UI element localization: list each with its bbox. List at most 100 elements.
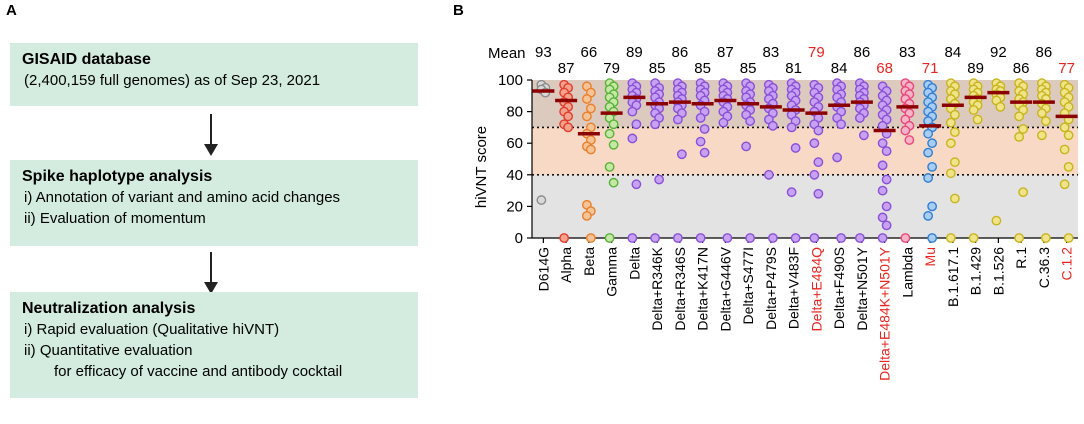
data-point	[945, 117, 956, 128]
data-point	[809, 169, 820, 180]
data-point	[881, 220, 892, 231]
spike-box: Spike haplotype analysis i) Annotation o…	[10, 160, 418, 246]
gisaid-title: GISAID database	[22, 51, 151, 68]
y-tick-label: 40	[506, 167, 523, 184]
data-point	[877, 212, 888, 223]
data-point	[699, 124, 710, 134]
data-point	[813, 157, 824, 168]
data-point	[949, 127, 960, 138]
x-tick-label: Delta+F490S	[831, 247, 847, 329]
mean-value-label: 85	[694, 60, 711, 77]
spike-line-1: i) Annotation of variant and amino acid …	[24, 189, 341, 206]
data-point	[608, 139, 619, 150]
score-band	[532, 174, 1078, 238]
mean-value-label: 83	[899, 44, 916, 61]
data-point	[585, 233, 596, 243]
data-point	[881, 201, 892, 212]
data-point	[904, 135, 915, 145]
data-point	[949, 193, 960, 204]
data-point	[809, 138, 820, 149]
data-point	[1059, 179, 1070, 190]
data-point	[877, 120, 888, 131]
neutralization-line-3: for efficacy of vaccine and antibody coc…	[54, 363, 343, 380]
x-tick-label: B.1.617.1	[945, 247, 961, 307]
data-point	[927, 161, 938, 172]
mean-value-label: 79	[603, 60, 620, 77]
mean-value-label: 84	[831, 60, 848, 77]
data-point	[877, 160, 888, 171]
mean-value-label: 66	[581, 44, 598, 61]
data-point	[563, 111, 574, 122]
x-tick-label: Delta+R346K	[649, 246, 665, 330]
data-point	[1040, 233, 1051, 243]
data-point	[1063, 233, 1074, 243]
x-tick-label: Delta+S477I	[740, 247, 756, 324]
mean-value-label: 68	[876, 60, 893, 77]
data-point	[604, 161, 615, 172]
data-point	[695, 233, 706, 243]
x-tick-label: R.1	[1013, 247, 1029, 269]
x-tick-label: Delta+N501Y	[854, 246, 870, 330]
data-point	[1018, 187, 1029, 198]
mean-label: Mean	[488, 45, 526, 62]
mean-value-label: 77	[1058, 60, 1075, 77]
mean-value-label: 79	[808, 44, 825, 61]
mean-value-label: 84	[945, 44, 962, 61]
x-tick-label: Delta+K417N	[695, 247, 711, 331]
data-point	[854, 233, 865, 243]
data-point	[813, 188, 824, 199]
data-point	[949, 109, 960, 120]
data-point	[968, 105, 979, 115]
data-point	[581, 94, 592, 104]
x-tick-label: Alpha	[558, 247, 574, 283]
data-point	[949, 157, 960, 168]
data-point	[1014, 131, 1025, 142]
data-point	[786, 187, 797, 198]
data-point	[836, 233, 847, 243]
data-point	[676, 149, 687, 160]
data-point	[854, 113, 865, 123]
data-point	[767, 233, 778, 243]
spike-title: Spike haplotype analysis	[22, 168, 213, 185]
data-point	[536, 195, 547, 205]
panel-b-label: B	[453, 2, 464, 19]
data-point	[1014, 233, 1025, 243]
x-tick-label: Delta+R346S	[672, 247, 688, 331]
mean-value-label: 87	[558, 60, 575, 77]
data-point	[585, 103, 596, 114]
gisaid-box: GISAID database (2,400,159 full genomes)…	[10, 43, 418, 106]
mean-value-label: 86	[1036, 44, 1053, 61]
data-point	[718, 117, 729, 128]
data-point	[813, 125, 824, 136]
data-point	[790, 233, 801, 243]
data-point	[763, 169, 774, 180]
data-point	[631, 119, 642, 130]
x-tick-label: C.1.2	[1059, 247, 1075, 281]
data-point	[672, 233, 683, 243]
score-band	[532, 80, 1078, 128]
x-tick-label: Gamma	[604, 247, 620, 297]
data-point	[881, 174, 892, 185]
data-point	[972, 114, 983, 125]
data-point	[1063, 130, 1074, 141]
down-arrow-icon	[204, 114, 218, 156]
data-point	[945, 233, 956, 243]
x-tick-label: Delta+G446V	[717, 246, 733, 331]
x-tick-label: Delta+V483F	[786, 247, 802, 329]
mean-value-label: 85	[740, 60, 757, 77]
data-point	[809, 233, 820, 243]
data-point	[945, 138, 956, 149]
mean-value-label: 93	[535, 44, 552, 61]
mean-value-label: 71	[922, 60, 939, 77]
data-point	[650, 119, 661, 130]
data-point	[563, 122, 574, 133]
data-point	[927, 138, 938, 149]
data-point	[650, 233, 661, 243]
data-point	[654, 174, 665, 185]
data-point	[945, 168, 956, 179]
data-point	[923, 210, 934, 221]
data-point	[1036, 108, 1047, 119]
x-tick-label: Delta+E484Q	[808, 247, 824, 332]
data-point	[991, 215, 1002, 226]
mean-value-label: 85	[649, 60, 666, 77]
